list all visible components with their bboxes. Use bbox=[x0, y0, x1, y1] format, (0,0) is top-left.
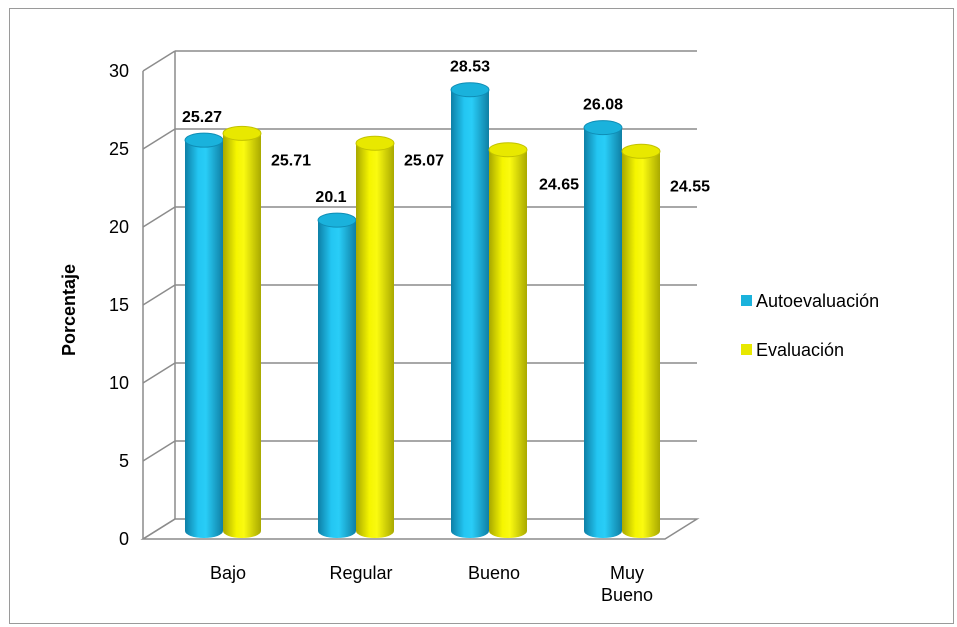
bar bbox=[185, 140, 223, 538]
bar-top bbox=[583, 120, 623, 136]
bars bbox=[184, 82, 661, 539]
y-tick-label: 10 bbox=[109, 373, 129, 393]
gridline-side bbox=[142, 128, 176, 150]
data-label: 25.27 bbox=[182, 109, 222, 126]
gridline-side bbox=[142, 206, 176, 228]
bar bbox=[622, 151, 660, 538]
legend: Autoevaluación Evaluación bbox=[741, 291, 879, 360]
bar-top bbox=[184, 132, 224, 148]
bar bbox=[356, 143, 394, 538]
bar bbox=[223, 133, 261, 539]
bar-top bbox=[317, 212, 357, 228]
bar bbox=[489, 149, 527, 538]
data-label: 28.53 bbox=[450, 59, 490, 76]
category-label: Bajo bbox=[210, 563, 246, 583]
y-tick-label: 15 bbox=[109, 295, 129, 315]
legend-label: Evaluación bbox=[756, 340, 844, 360]
category-label: Muy bbox=[610, 563, 644, 583]
bar-top bbox=[355, 135, 395, 151]
gridline-side bbox=[142, 50, 176, 72]
y-tick-label: 30 bbox=[109, 61, 129, 81]
y-tick-label: 5 bbox=[119, 451, 129, 471]
category-label: Bueno bbox=[468, 563, 520, 583]
legend-label: Autoevaluación bbox=[756, 291, 879, 311]
data-labels: 25.27 25.71 20.1 25.07 28.53 24.65 26.08 24.55 bbox=[182, 59, 710, 206]
bar bbox=[584, 127, 622, 538]
y-tick-label: 0 bbox=[119, 529, 129, 549]
data-label: 20.1 bbox=[315, 189, 346, 206]
y-tick-label: 20 bbox=[109, 217, 129, 237]
data-label: 24.55 bbox=[670, 178, 710, 195]
y-axis-label: Porcentaje bbox=[59, 264, 79, 356]
data-label: 24.65 bbox=[539, 177, 579, 194]
bar bbox=[451, 89, 489, 539]
legend-swatch bbox=[741, 295, 752, 306]
data-label: 25.71 bbox=[271, 152, 311, 169]
bar bbox=[318, 220, 356, 538]
gridline-side bbox=[142, 284, 176, 306]
legend-swatch bbox=[741, 344, 752, 355]
data-label: 26.08 bbox=[583, 97, 623, 114]
category-label: Regular bbox=[329, 563, 392, 583]
y-tick-label: 25 bbox=[109, 139, 129, 159]
data-label: 25.07 bbox=[404, 152, 444, 169]
gridline-side bbox=[142, 440, 176, 462]
bar-top bbox=[450, 82, 490, 98]
category-label: Bueno bbox=[601, 585, 653, 605]
bar-top bbox=[621, 143, 661, 159]
bar-top bbox=[222, 125, 262, 141]
bar-top bbox=[488, 142, 528, 158]
chart-floor bbox=[140, 518, 700, 540]
gridline-side bbox=[142, 362, 176, 384]
